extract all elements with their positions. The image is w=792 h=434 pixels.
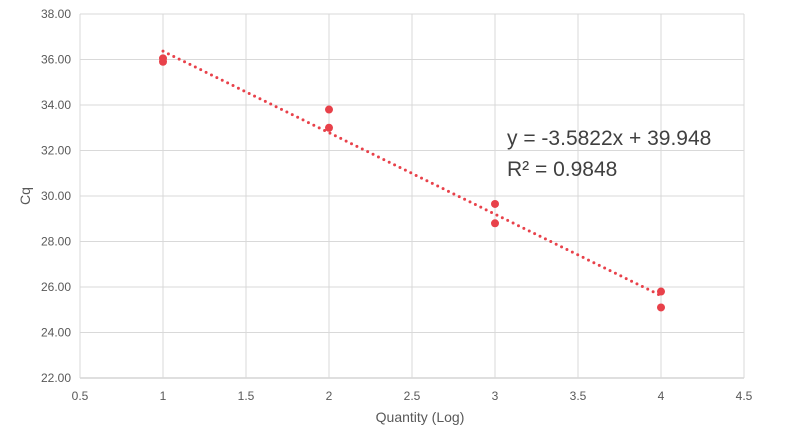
x-tick-label: 4 [658, 389, 665, 403]
x-tick-label: 3 [492, 389, 499, 403]
x-tick-label: 2 [326, 389, 333, 403]
data-point [657, 287, 665, 296]
x-tick-label: 1.5 [238, 389, 255, 403]
y-tick-label: 28.00 [41, 235, 71, 249]
y-tick-label: 24.00 [41, 326, 71, 340]
y-tick-label: 22.00 [41, 371, 71, 385]
data-point [657, 303, 665, 312]
y-tick-label: 26.00 [41, 280, 71, 294]
y-tick-label: 36.00 [41, 53, 71, 67]
trendline [161, 49, 663, 298]
data-points [159, 54, 665, 312]
y-tick-label: 34.00 [41, 98, 71, 112]
trendline-equation: y = -3.5822x + 39.948 [507, 127, 711, 150]
trendline-layer [161, 49, 663, 298]
data-point [325, 105, 333, 114]
x-tick-label: 2.5 [404, 389, 421, 403]
x-tick-label: 1 [160, 389, 167, 403]
x-axis-title: Quantity (Log) [376, 409, 465, 425]
x-axis-ticks: 0.5 1 1.5 2 2.5 3 3.5 4 4.5 [72, 389, 753, 403]
y-tick-label: 32.00 [41, 144, 71, 158]
data-point [491, 219, 499, 228]
y-axis-ticks: 22.00 24.00 26.00 28.00 30.00 32.00 34.00 36.00… [41, 7, 71, 385]
y-tick-label: 38.00 [41, 7, 71, 21]
y-axis-title: Cq [17, 187, 33, 205]
data-point [159, 57, 167, 66]
data-point [491, 199, 499, 208]
x-tick-label: 0.5 [72, 389, 89, 403]
grid [79, 13, 745, 379]
x-tick-label: 3.5 [570, 389, 587, 403]
data-point [325, 123, 333, 132]
x-tick-label: 4.5 [736, 389, 753, 403]
y-tick-label: 30.00 [41, 189, 71, 203]
r-squared-label: R² = 0.9848 [507, 158, 617, 181]
